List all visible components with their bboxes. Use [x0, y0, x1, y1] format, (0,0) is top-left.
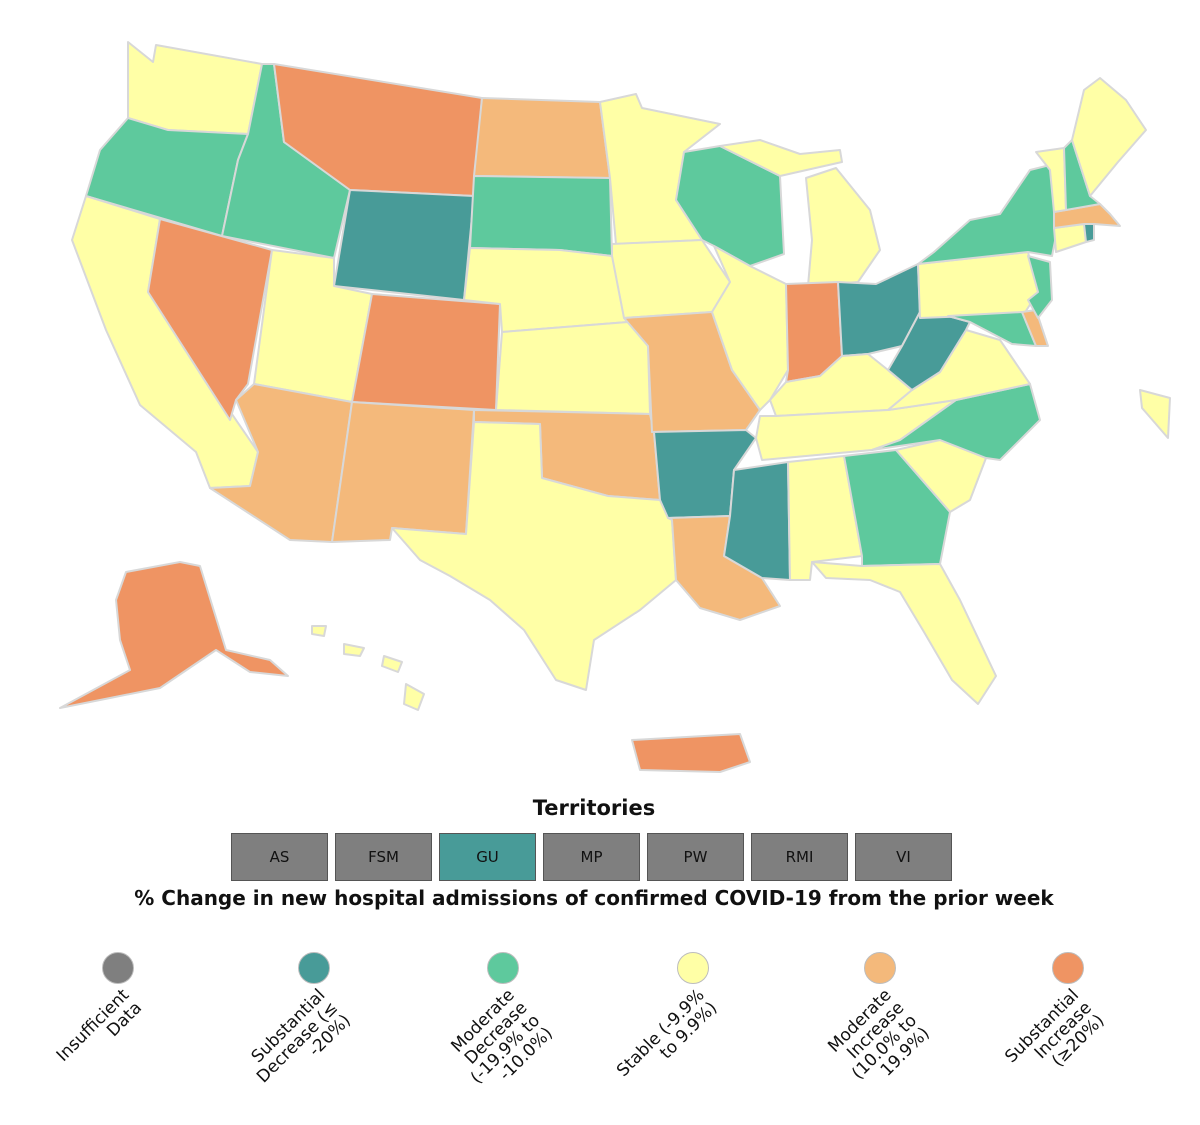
legend-label-substantial-increase: Substantial Increase (≥20%): [1001, 985, 1109, 1072]
state-alaska[interactable]: [59, 561, 289, 709]
legend-label-insufficient: Insufficient Data: [52, 985, 147, 1066]
state-new-hampshire[interactable]: [1063, 139, 1101, 211]
legend-dot-moderate-decrease: [487, 952, 519, 984]
legend-dot-substantial-increase: [1052, 952, 1084, 984]
state-wyoming[interactable]: [333, 189, 475, 301]
territories-title: Territories: [532, 796, 656, 820]
legend-dot-stable: [677, 952, 709, 984]
state-kansas[interactable]: [495, 321, 651, 415]
state-hawaii-maui[interactable]: [381, 655, 403, 673]
state-maine[interactable]: [1071, 77, 1147, 197]
legend-dot-substantial-decrease: [298, 952, 330, 984]
state-delaware[interactable]: [1021, 309, 1049, 347]
state-texas[interactable]: [391, 421, 677, 691]
state-rhode-island[interactable]: [1083, 223, 1095, 243]
legend-dot-moderate-increase: [864, 952, 896, 984]
territory-rmi[interactable]: RMI: [751, 833, 848, 881]
territory-vi[interactable]: VI: [855, 833, 952, 881]
state-north-carolina[interactable]: [871, 383, 1041, 461]
legend-item-substantial-increase[interactable]: Substantial Increase (≥20%): [1002, 952, 1109, 1071]
state-new-jersey[interactable]: [1027, 255, 1053, 319]
legend-label-moderate-increase: Moderate Increase (10.0% to 19.9%): [824, 985, 934, 1084]
legend-label-substantial-decrease: Substantial Decrease (≤ -20%): [247, 985, 355, 1088]
territory-pw[interactable]: PW: [647, 833, 744, 881]
legend-label-stable: Stable (-9.9% to 9.9%): [612, 985, 722, 1081]
state-south-dakota[interactable]: [469, 175, 613, 257]
state-florida[interactable]: [811, 561, 997, 705]
territory-fsm[interactable]: FSM: [335, 833, 432, 881]
state-illinois[interactable]: [711, 245, 789, 411]
state-maryland[interactable]: [947, 311, 1037, 347]
legend-item-moderate-decrease[interactable]: Moderate Decrease (-19.9% to -10.0%): [447, 952, 557, 1088]
territory-as[interactable]: AS: [231, 833, 328, 881]
state-michigan-upper[interactable]: [719, 139, 843, 177]
state-washington[interactable]: [127, 41, 263, 135]
state-iowa[interactable]: [611, 239, 731, 319]
legend-item-insufficient[interactable]: Insufficient Data: [53, 952, 146, 1066]
state-puerto-rico[interactable]: [631, 733, 751, 773]
legend-title: % Change in new hospital admissions of c…: [134, 886, 1054, 910]
territory-buttons: AS FSM GU MP PW RMI VI: [231, 833, 952, 881]
state-colorado[interactable]: [351, 293, 501, 411]
legend-item-moderate-increase[interactable]: Moderate Increase (10.0% to 19.9%): [824, 952, 934, 1084]
state-hawaii-big[interactable]: [403, 683, 425, 711]
state-hawaii-kauai[interactable]: [311, 625, 327, 637]
us-states-map: [59, 41, 1171, 773]
state-mississippi[interactable]: [723, 461, 791, 581]
legend-item-substantial-decrease[interactable]: Substantial Decrease (≤ -20%): [248, 952, 355, 1087]
legend-dot-insufficient: [102, 952, 134, 984]
territory-mp[interactable]: MP: [543, 833, 640, 881]
territory-gu[interactable]: GU: [439, 833, 536, 881]
state-michigan-lower[interactable]: [805, 167, 881, 287]
state-new-mexico[interactable]: [331, 401, 475, 543]
state-north-dakota[interactable]: [473, 97, 611, 179]
state-vermont[interactable]: [1035, 147, 1067, 213]
nyc[interactable]: [1139, 389, 1171, 439]
legend-label-moderate-decrease: Moderate Decrease (-19.9% to -10.0%): [447, 985, 557, 1089]
state-new-york[interactable]: [917, 163, 1057, 265]
state-hawaii-oahu[interactable]: [343, 643, 365, 657]
legend-item-stable[interactable]: Stable (-9.9% to 9.9%): [613, 952, 721, 1081]
